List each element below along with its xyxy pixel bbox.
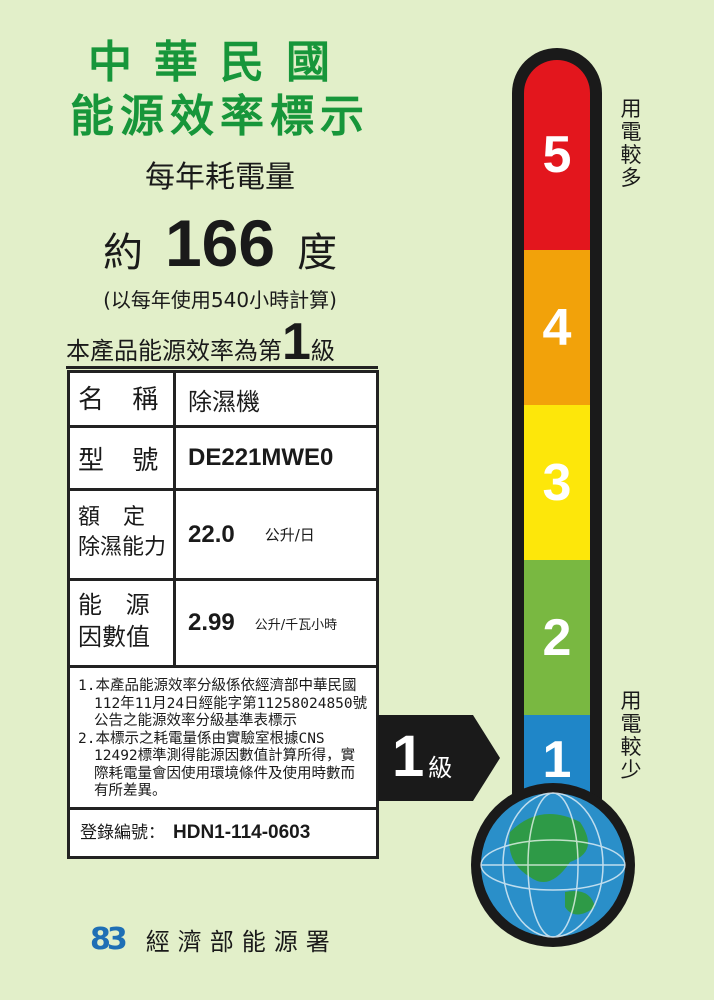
caption-less: 用電較少 (620, 689, 642, 782)
name-value: 除濕機 (188, 387, 260, 416)
globe-icon (471, 783, 635, 947)
model-value: DE221MWE0 (188, 444, 334, 471)
row-model: 型 號 DE221MWE0 (70, 428, 376, 491)
grade-statement: 本產品能源效率為第1級 (66, 316, 378, 369)
model-label: 型 號 (70, 428, 176, 488)
registration: 登錄編號： HDN1-114-0603 (70, 810, 376, 856)
capacity-unit: 公升/日 (264, 526, 315, 544)
unit: 度 (297, 230, 338, 276)
consumption-value: 166 (164, 206, 276, 280)
factor-label1: 能 源 (78, 591, 158, 619)
spec-table: 名 稱除濕機 型 號 DE221MWE0 額 定除濕能力 22.0 公升/日 能 源因… (67, 370, 379, 859)
consumption: 約 166 度 (70, 210, 370, 282)
note-1: 1.本產品能源效率分級係依經濟部中華民國112年11月24日經能字第112580… (78, 678, 368, 729)
pointer-arrow (378, 715, 500, 801)
title-line1: 中華民國 (88, 37, 352, 88)
row-capacity: 額 定除濕能力 22.0 公升/日 (70, 491, 376, 581)
basis: (以每年使用540小時計算) (103, 288, 337, 312)
level-3: 3 (524, 405, 590, 560)
registration-number: HDN1-114-0603 (173, 821, 311, 843)
grade-number: 1 (282, 313, 311, 371)
pointer-grade: 1 (392, 724, 425, 789)
capacity-value: 22.0 (188, 520, 235, 548)
level-2: 2 (524, 560, 590, 715)
factor-label2: 因數值 (78, 623, 150, 651)
factor-value: 2.99 (188, 609, 235, 636)
caption-more: 用電較多 (620, 97, 642, 190)
level-5: 5 (524, 60, 590, 250)
capacity-label1: 額 定 (78, 505, 153, 530)
title-line2: 能源效率標示 (70, 91, 370, 142)
prefix: 約 (102, 230, 143, 276)
row-factor: 能 源因數值 2.99 公升/千瓦小時 (70, 581, 376, 668)
row-name: 名 稱除濕機 (70, 373, 376, 428)
name-label: 名 稱 (70, 373, 176, 425)
notes: 1.本產品能源效率分級係依經濟部中華民國112年11月24日經能字第112580… (70, 668, 376, 810)
capacity-label2: 除濕能力 (78, 535, 167, 560)
agency-logo: 83 (90, 922, 128, 957)
agency: 83 經濟部能源署 (90, 922, 338, 957)
grade-suffix: 級 (310, 337, 335, 365)
level-4: 4 (524, 250, 590, 405)
grade-text: 本產品能源效率為第 (66, 337, 282, 365)
factor-unit: 公升/千瓦小時 (254, 617, 338, 633)
registration-label: 登錄編號： (80, 822, 165, 843)
annual-label: 每年耗電量 (145, 160, 295, 195)
pointer-suffix: 級 (428, 754, 453, 782)
agency-name: 經濟部能源署 (145, 928, 338, 956)
note-2: 2.本標示之耗電量係由實驗室根據CNS 12492標準測得能源因數值計算所得，實… (78, 730, 356, 800)
